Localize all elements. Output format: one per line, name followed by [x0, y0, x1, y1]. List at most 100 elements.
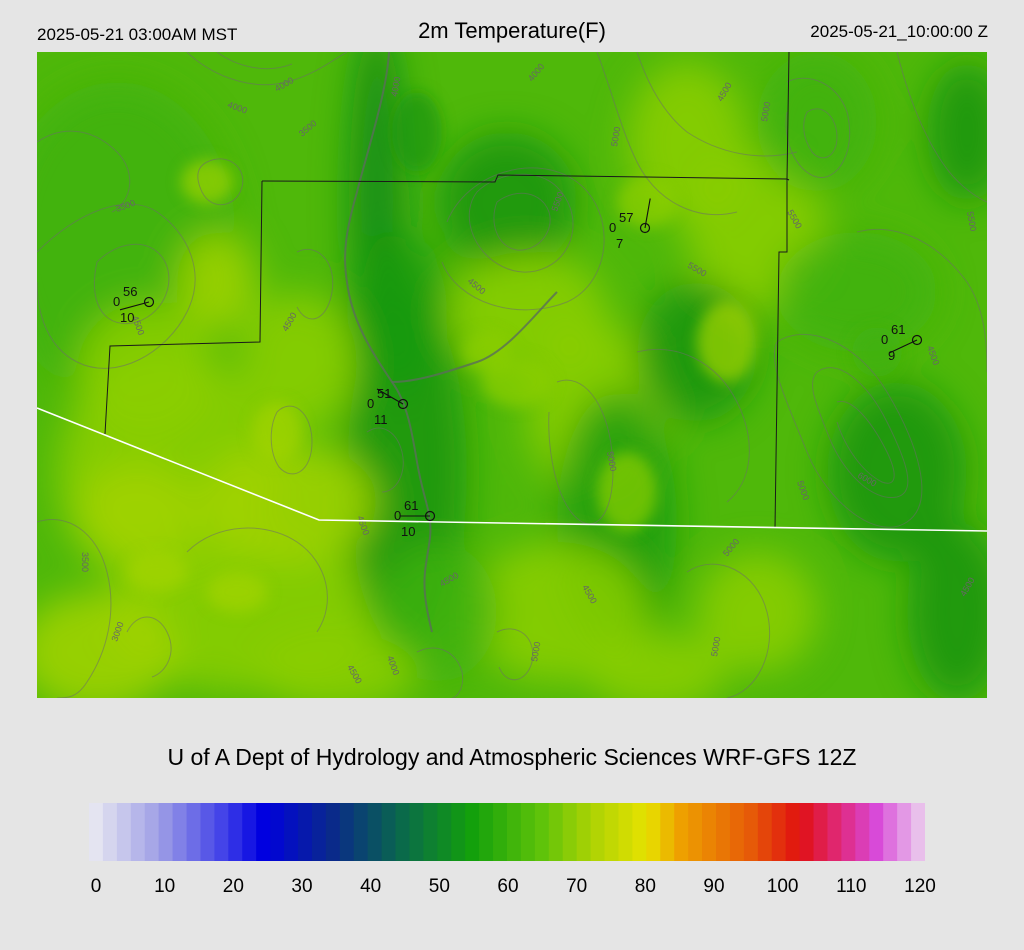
elevation-contour-line [548, 379, 614, 525]
station-bottom-value: 10 [401, 524, 415, 539]
colorbar-segment [465, 803, 480, 861]
colorbar-segment [688, 803, 703, 861]
colorbar-segment [242, 803, 257, 861]
colorbar-segment [228, 803, 243, 861]
header: 2025-05-21 03:00AM MST 2m Temperature(F)… [0, 0, 1024, 52]
temperature-patch [177, 232, 257, 332]
county-border-line [786, 178, 790, 181]
colorbar-segment [409, 803, 424, 861]
station-left-value: 0 [881, 332, 888, 347]
colorbar-segment [130, 803, 146, 861]
river-line [391, 291, 558, 383]
temperature-patch [467, 542, 647, 682]
temperature-patch [237, 292, 357, 432]
temperature-patch [852, 327, 902, 377]
elevation-contour-line [37, 518, 112, 698]
temperature-patch [207, 572, 267, 612]
colorbar-segment [325, 803, 341, 861]
river-line [344, 52, 431, 523]
colorbar-segment [214, 803, 229, 861]
elevation-contour-line [416, 647, 464, 698]
station-bottom-value: 7 [616, 236, 623, 251]
elevation-contour-line [811, 367, 909, 499]
elevation-contour-line [441, 167, 605, 311]
colorbar-segment [590, 803, 606, 861]
colorbar-segment [562, 803, 578, 861]
temperature-patch [377, 542, 497, 682]
elevation-contour-line [803, 108, 838, 159]
contour-label: 5000 [709, 636, 722, 657]
temperature-patch [392, 92, 442, 172]
colorbar-segment [604, 803, 620, 861]
colorbar-segment [256, 803, 271, 861]
colorbar-tick-label: 10 [154, 876, 176, 897]
colorbar-segment [883, 803, 898, 861]
colorbar-tick-label: 120 [904, 876, 936, 897]
colorbar-segment [311, 803, 327, 861]
contour-label: 3500 [80, 552, 90, 572]
colorbar-segment [660, 803, 675, 861]
elevation-contour-line [636, 52, 798, 157]
colorbar-segment [618, 803, 633, 861]
station-temperature: 56 [123, 284, 137, 299]
temperature-patch [181, 160, 233, 204]
temperature-map: 4000 4000 3500 3500 4000 4000 4500 5500 5000 4500… [37, 52, 987, 698]
temperature-patch [927, 62, 987, 202]
station-left-value: 0 [394, 508, 401, 523]
colorbar-segment [841, 803, 856, 861]
county-border-line [104, 180, 263, 435]
colorbar-segment [548, 803, 564, 861]
state-border [37, 407, 987, 532]
temperature-patch [597, 452, 657, 532]
contour-label: 5000 [759, 101, 772, 122]
map-canvas: 4000400035003500400040004500550050004500… [37, 52, 987, 698]
colorbar-tick-label: 80 [634, 876, 656, 897]
colorbar-segment [339, 803, 355, 861]
temperature-colorbar [89, 803, 925, 861]
colorbar-segment [144, 803, 160, 861]
temperature-patch [37, 592, 177, 698]
temperature-patch [127, 552, 187, 592]
contour-label: 4000 [389, 76, 402, 97]
temperature-patch [827, 382, 967, 562]
temperature-patch [77, 462, 197, 562]
temperature-patch [437, 132, 577, 272]
contour-label: 5000 [529, 641, 542, 662]
colorbar-segment [507, 803, 522, 861]
wind-barb [376, 388, 404, 405]
colorbar-segment [771, 803, 787, 861]
contour-label: 5000 [609, 126, 622, 147]
colorbar-segment [353, 803, 369, 861]
colorbar-segment [743, 803, 759, 861]
colorbar-segment [716, 803, 731, 861]
colorbar-segment [869, 803, 884, 861]
elevation-contour-line [785, 77, 851, 178]
utc-time-label: 2025-05-21_10:00:00 Z [810, 22, 988, 41]
contour-label: 5000 [605, 451, 618, 472]
temperature-patch [252, 402, 302, 462]
elevation-contour-line [366, 427, 404, 493]
elevation-contour-line [596, 52, 738, 216]
colorbar-segment [437, 803, 452, 861]
elevation-contour-line [93, 243, 170, 324]
temperature-patch [617, 177, 677, 227]
temperature-patch [697, 552, 817, 672]
colorbar-segment [632, 803, 647, 861]
colorbar-segment [674, 803, 689, 861]
colorbar-segment [451, 803, 466, 861]
colorbar-tick-label: 100 [766, 876, 799, 897]
colorbar-tick-label: 20 [222, 876, 244, 897]
colorbar-segment [89, 803, 104, 861]
station-temperature: 51 [377, 386, 391, 401]
contour-label: 5500 [965, 211, 978, 232]
station-temperature: 61 [891, 322, 905, 337]
temperature-patch [697, 302, 757, 382]
colorbar-segment [284, 803, 299, 861]
river-lines [344, 52, 558, 633]
colorbar-segment [381, 803, 397, 861]
station-circle [911, 334, 923, 346]
wind-barb [119, 301, 150, 311]
station-left-value: 0 [367, 396, 374, 411]
